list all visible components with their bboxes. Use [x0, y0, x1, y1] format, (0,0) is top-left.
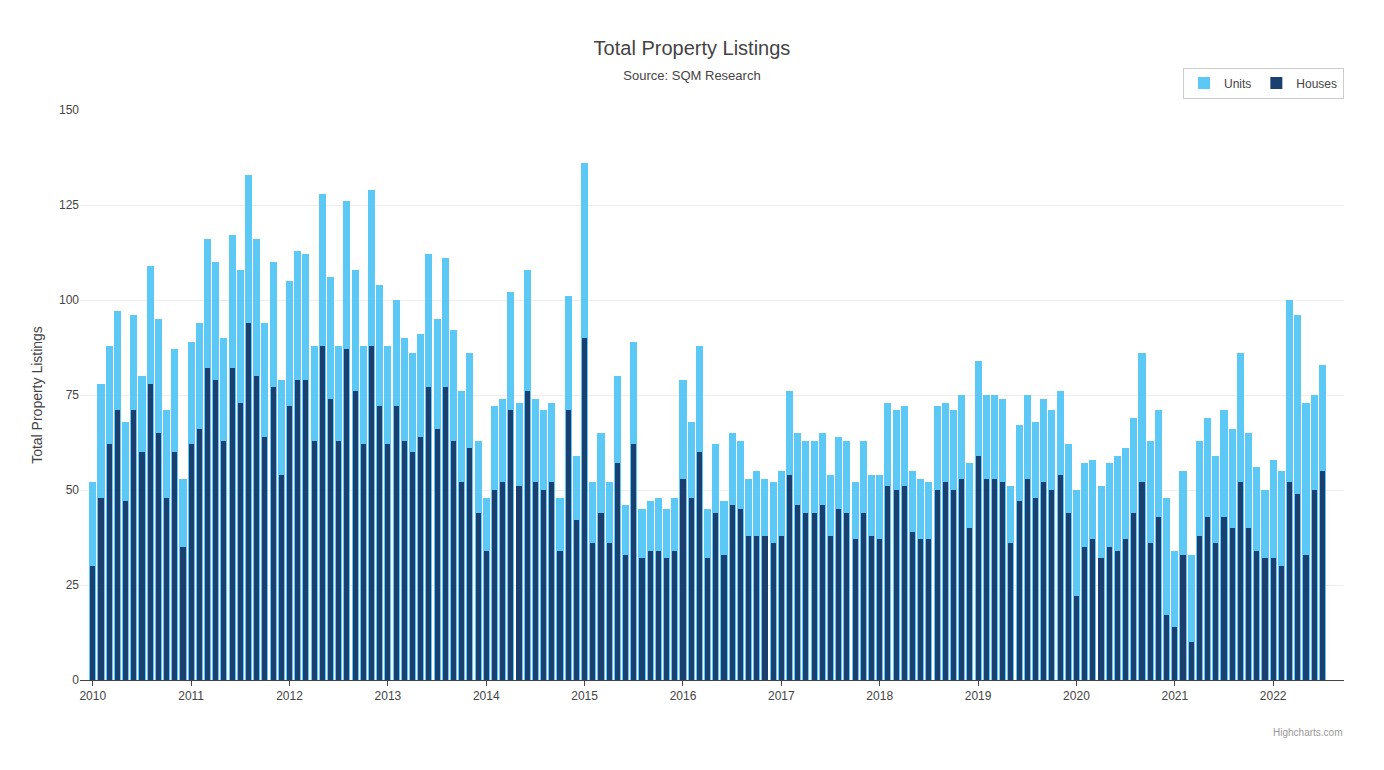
svg-text:2013: 2013 — [375, 689, 402, 703]
svg-text:Source: SQM Research: Source: SQM Research — [623, 68, 760, 83]
svg-text:2016: 2016 — [670, 689, 697, 703]
svg-text:Highcharts.com: Highcharts.com — [1273, 727, 1342, 738]
svg-text:2011: 2011 — [178, 689, 204, 703]
svg-text:25: 25 — [66, 578, 80, 592]
svg-text:2021: 2021 — [1161, 689, 1188, 703]
svg-text:125: 125 — [59, 198, 79, 212]
svg-text:2015: 2015 — [571, 689, 598, 703]
svg-text:150: 150 — [59, 103, 79, 117]
svg-text:2017: 2017 — [768, 689, 795, 703]
svg-text:0: 0 — [72, 673, 79, 687]
svg-text:2010: 2010 — [79, 689, 106, 703]
svg-text:2019: 2019 — [965, 689, 992, 703]
svg-text:Houses: Houses — [1296, 77, 1337, 91]
svg-text:2012: 2012 — [276, 689, 303, 703]
svg-text:100: 100 — [59, 293, 79, 307]
svg-text:Total Property Listings: Total Property Listings — [594, 37, 791, 59]
svg-text:2022: 2022 — [1260, 689, 1287, 703]
svg-text:2020: 2020 — [1063, 689, 1090, 703]
svg-text:Total Property Listings: Total Property Listings — [29, 326, 45, 464]
svg-text:2018: 2018 — [866, 689, 893, 703]
svg-text:50: 50 — [66, 483, 80, 497]
svg-text:75: 75 — [66, 388, 80, 402]
svg-text:Units: Units — [1224, 77, 1251, 91]
svg-text:2014: 2014 — [473, 689, 500, 703]
